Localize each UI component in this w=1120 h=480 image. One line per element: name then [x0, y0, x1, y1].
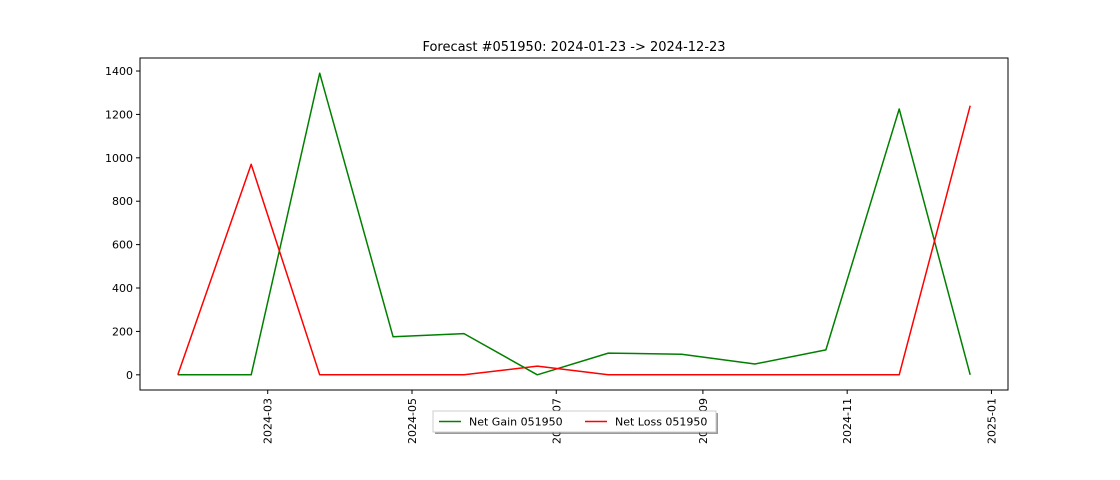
x-tick-label: 2024-05: [406, 398, 419, 444]
y-tick-label: 1000: [105, 152, 133, 165]
y-tick-label: 600: [112, 239, 133, 252]
x-tick-label: 2024-11: [841, 398, 854, 444]
y-tick-label: 0: [126, 369, 133, 382]
y-tick-label: 200: [112, 325, 133, 338]
y-tick-label: 1400: [105, 65, 133, 78]
series-line-net-loss: [177, 105, 971, 376]
chart-title: Forecast #051950: 2024-01-23 -> 2024-12-…: [422, 40, 725, 55]
y-tick-label: 400: [112, 282, 133, 295]
legend-label: Net Loss 051950: [615, 416, 707, 429]
y-tick-label: 800: [112, 195, 133, 208]
series-line-net-gain: [177, 72, 971, 376]
legend-label: Net Gain 051950: [469, 416, 563, 429]
legend-box: [432, 410, 717, 433]
plot-area: 0 200 400 600 800 1000 1200 1400 2024-03 2024-05 2…: [105, 57, 1009, 444]
y-tick-label: 1200: [105, 108, 133, 121]
x-tick-label: 2025-01: [985, 398, 998, 444]
x-tick-label: 2024-03: [262, 398, 275, 444]
legend: Net Gain 051950 Net Loss 051950: [432, 410, 718, 434]
plot-frame: [139, 57, 1009, 391]
